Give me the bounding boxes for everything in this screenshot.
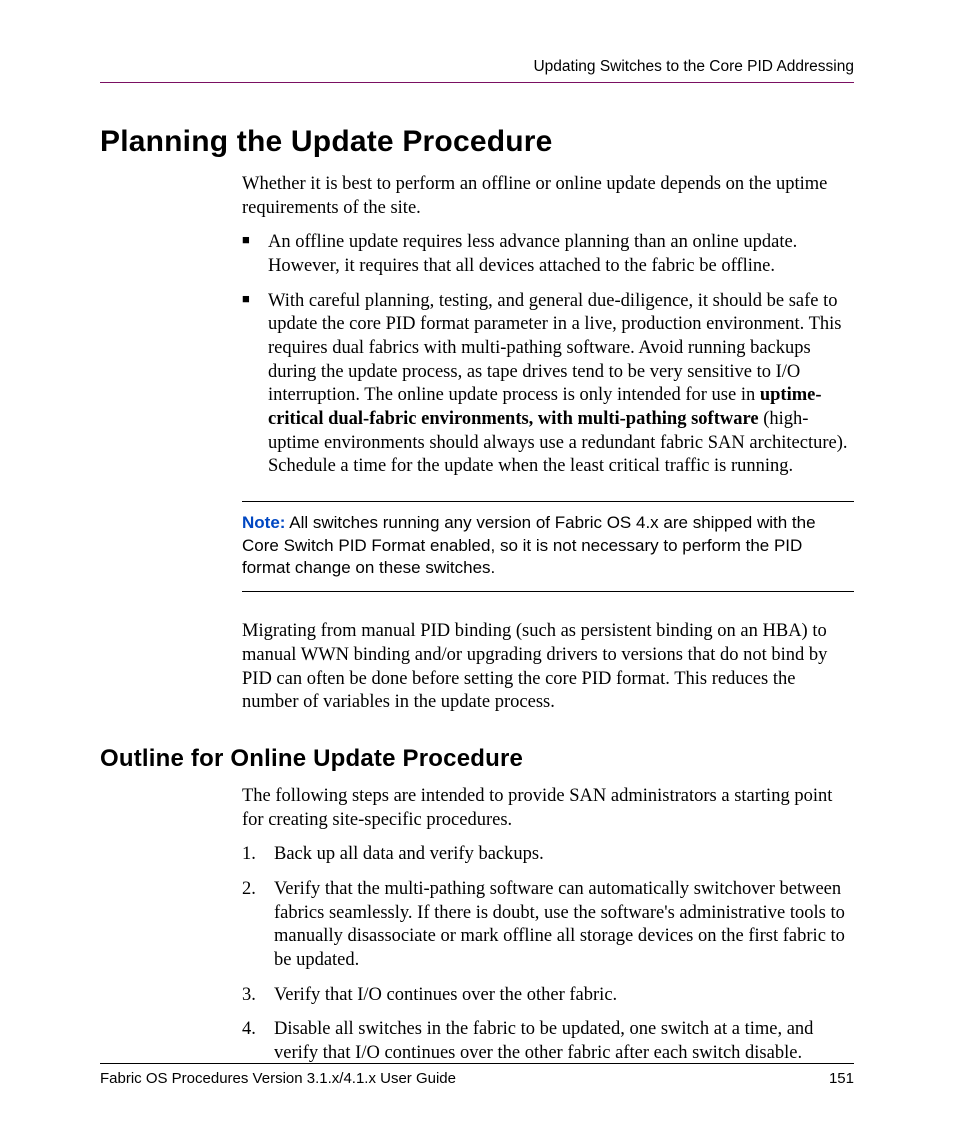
list-item: Back up all data and verify backups.: [242, 843, 854, 867]
note-label: Note:: [242, 513, 285, 532]
list-item: Verify that I/O continues over the other…: [242, 984, 854, 1008]
numbered-list: Back up all data and verify backups. Ver…: [242, 843, 854, 1065]
footer-page-number: 151: [829, 1070, 854, 1087]
bullet-list: An offline update requires less advance …: [242, 231, 854, 479]
footer-doc-title: Fabric OS Procedures Version 3.1.x/4.1.x…: [100, 1070, 456, 1087]
list-item: Disable all switches in the fabric to be…: [242, 1018, 854, 1065]
intro-paragraph: Whether it is best to perform an offline…: [242, 173, 854, 220]
running-head: Updating Switches to the Core PID Addres…: [100, 58, 854, 82]
header-rule: [100, 82, 854, 83]
bullet-text-pre: With careful planning, testing, and gene…: [268, 291, 842, 406]
intro-paragraph: The following steps are intended to prov…: [242, 785, 854, 832]
note-text: All switches running any version of Fabr…: [242, 513, 816, 577]
section1-body: Whether it is best to perform an offline…: [242, 173, 854, 715]
page: Updating Switches to the Core PID Addres…: [100, 58, 854, 1087]
section-heading-planning: Planning the Update Procedure: [100, 125, 854, 159]
section-heading-outline: Outline for Online Update Procedure: [100, 745, 854, 773]
note-box: Note: All switches running any version o…: [242, 501, 854, 592]
list-item: Verify that the multi-pathing software c…: [242, 878, 854, 973]
footer-rule: [100, 1063, 854, 1064]
section2-body: The following steps are intended to prov…: [242, 785, 854, 1066]
paragraph: Migrating from manual PID binding (such …: [242, 620, 854, 715]
bullet-item: An offline update requires less advance …: [242, 231, 854, 278]
bullet-item: With careful planning, testing, and gene…: [242, 290, 854, 479]
page-footer: Fabric OS Procedures Version 3.1.x/4.1.x…: [100, 1063, 854, 1087]
